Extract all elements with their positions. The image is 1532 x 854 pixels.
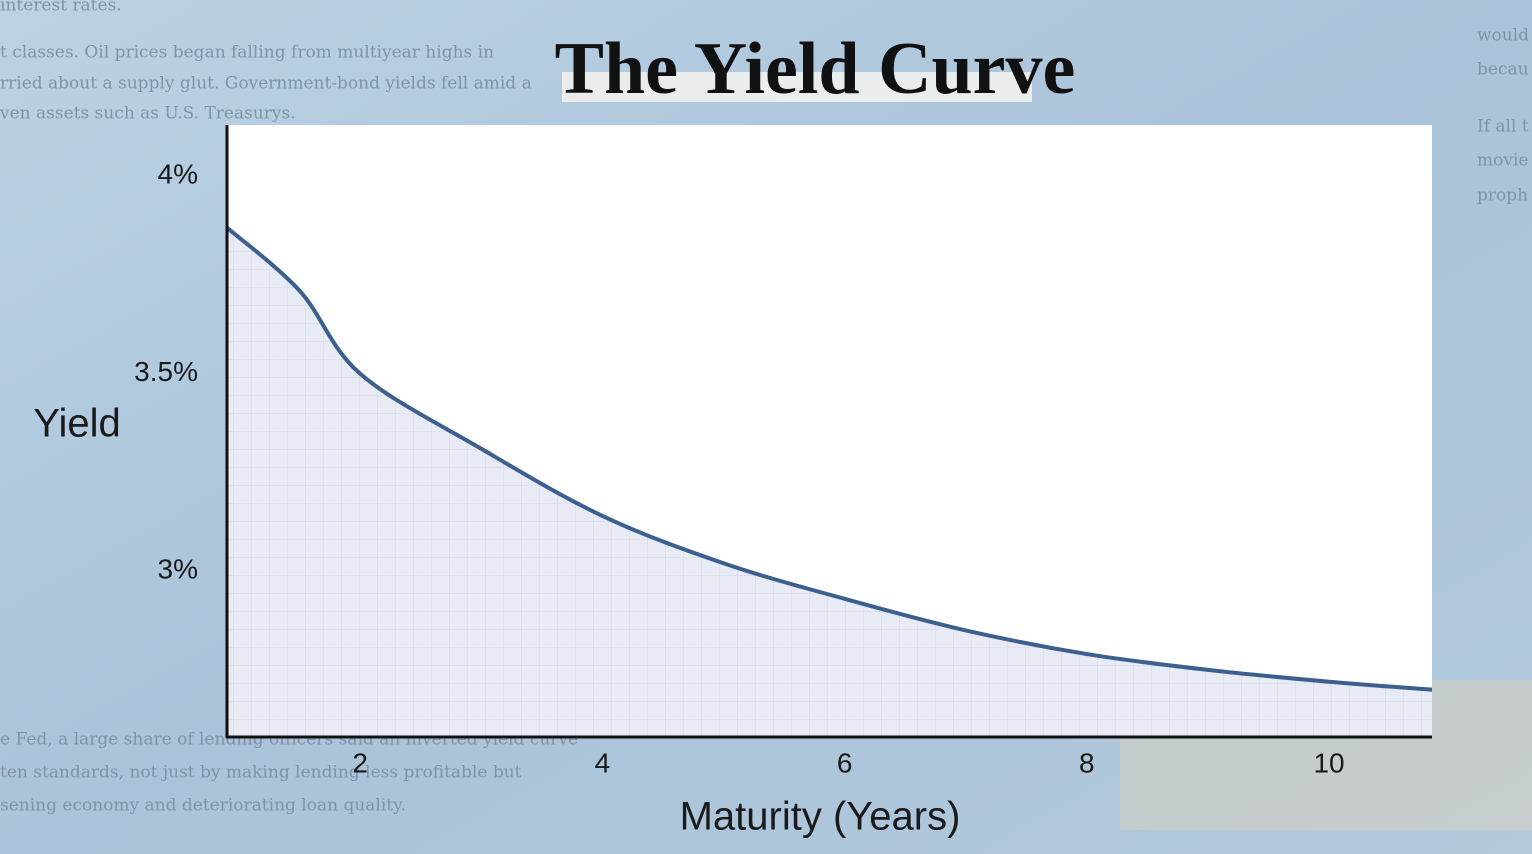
- x-tick-label: 4: [595, 747, 611, 778]
- background-line: becau: [1477, 60, 1529, 80]
- x-axis-label: Maturity (Years): [680, 795, 961, 839]
- background-line: would: [1477, 26, 1529, 46]
- background-line: movie: [1477, 151, 1528, 171]
- background-line: sening economy and deteriorating loan qu…: [0, 796, 406, 816]
- background-line: proph: [1477, 186, 1528, 206]
- x-tick-label: 2: [352, 747, 368, 778]
- background-line: interest rates.: [0, 0, 122, 16]
- plot: [227, 225, 1432, 737]
- area: [227, 227, 1432, 737]
- background-line: ten standards, not just by making lendin…: [0, 763, 522, 783]
- background-line: rried about a supply glut. Government-bo…: [0, 74, 532, 94]
- y-tick-label: 3.5%: [134, 356, 198, 387]
- x-tick-label: 8: [1079, 747, 1095, 778]
- y-tick-label: 4%: [158, 159, 198, 190]
- title-strip: [562, 72, 1032, 102]
- background-line: t classes. Oil prices began falling from…: [0, 43, 494, 63]
- line: [227, 225, 1432, 692]
- y-axis-label: Yield: [33, 402, 120, 446]
- y-tick-label: 3%: [158, 554, 198, 585]
- background-line: If all t: [1477, 117, 1529, 137]
- background-line: ven assets such as U.S. Treasurys.: [0, 104, 296, 124]
- chart-title: The Yield Curve: [555, 28, 1076, 110]
- x-tick-label: 10: [1313, 747, 1344, 778]
- x-tick-label: 6: [837, 747, 853, 778]
